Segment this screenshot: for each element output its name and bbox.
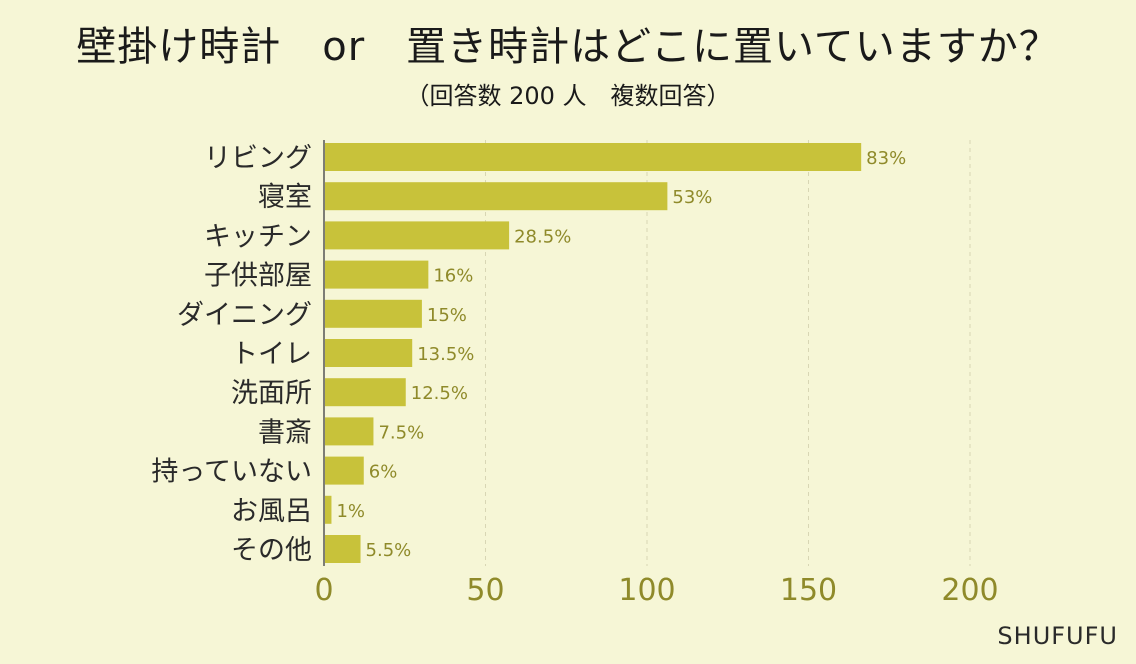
- bar: [325, 495, 332, 524]
- brand-logo-text: SHUFUFU: [997, 622, 1118, 650]
- category-label: トイレ: [231, 339, 312, 370]
- bar: [325, 221, 510, 250]
- data-label: 12.5%: [411, 383, 468, 404]
- data-label: 83%: [866, 148, 906, 169]
- x-tick-label: 150: [780, 573, 837, 608]
- data-label: 6%: [369, 462, 398, 483]
- bar: [325, 339, 413, 367]
- x-tick-label: 50: [466, 573, 504, 608]
- chart-title: 壁掛け時計 or 置き時計はどこに置いていますか？: [76, 24, 1060, 70]
- data-label: 53%: [672, 187, 712, 208]
- x-tick-label: 0: [314, 573, 333, 608]
- category-label: リビング: [204, 143, 312, 174]
- category-label: その他: [231, 535, 312, 566]
- category-label: 洗面所: [231, 378, 312, 409]
- data-label: 13.5%: [417, 344, 474, 365]
- bar: [325, 456, 364, 485]
- data-label: 15%: [427, 305, 467, 326]
- category-label: ダイニング: [177, 300, 312, 331]
- category-label: お風呂: [231, 496, 312, 527]
- data-label: 28.5%: [514, 226, 571, 247]
- x-tick-label: 200: [941, 573, 998, 608]
- bar: [325, 417, 374, 446]
- bar: [325, 182, 668, 211]
- chart-subtitle: （回答数 200 人 複数回答）: [405, 82, 731, 110]
- bar: [325, 299, 422, 328]
- data-label: 7.5%: [378, 422, 424, 443]
- category-label: 書斎: [258, 417, 312, 448]
- category-label: 寝室: [258, 182, 312, 213]
- category-label: 持っていない: [151, 457, 312, 488]
- bar: [325, 260, 429, 289]
- data-label: 1%: [336, 501, 365, 522]
- data-label: 5.5%: [366, 540, 412, 561]
- category-label: 子供部屋: [204, 261, 312, 292]
- bar: [325, 378, 406, 407]
- data-label: 16%: [433, 266, 473, 287]
- category-label: キッチン: [204, 221, 312, 252]
- x-tick-label: 100: [618, 573, 675, 608]
- bar: [325, 535, 361, 563]
- bar: [325, 143, 862, 171]
